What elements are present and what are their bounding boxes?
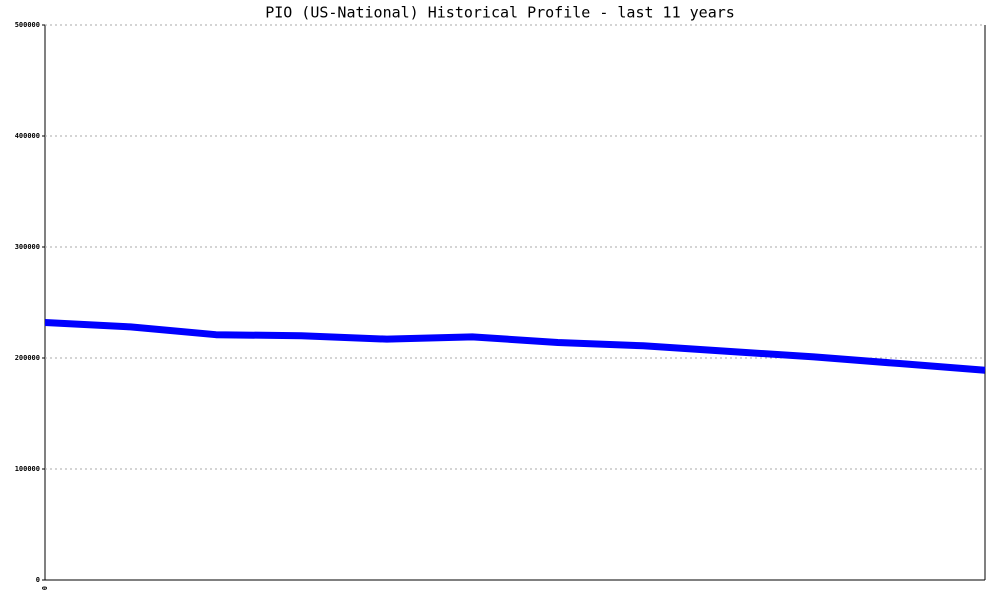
data-line bbox=[44, 318, 986, 374]
y-tick-label: 300000 bbox=[15, 243, 40, 251]
y-tick-label: 500000 bbox=[15, 21, 40, 29]
x-tick-label: 0 bbox=[41, 586, 49, 590]
y-tick-label: 200000 bbox=[15, 354, 40, 362]
y-tick-label: 0 bbox=[36, 576, 40, 584]
y-tick-label: 100000 bbox=[15, 465, 40, 473]
y-tick-label: 400000 bbox=[15, 132, 40, 140]
chart-title: PIO (US-National) Historical Profile - l… bbox=[265, 4, 735, 22]
